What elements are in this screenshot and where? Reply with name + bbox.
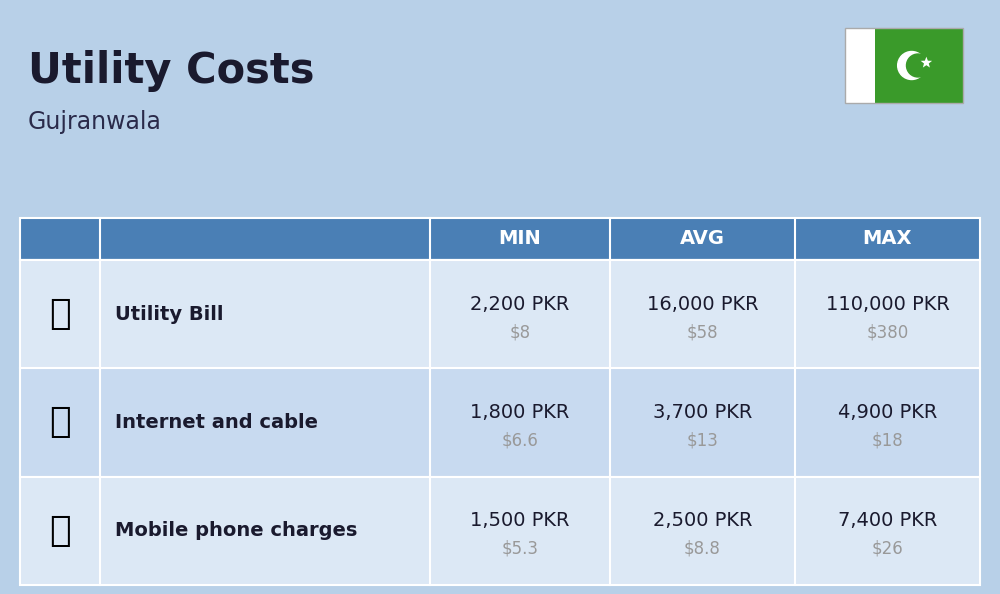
FancyBboxPatch shape — [20, 368, 980, 476]
Text: Mobile phone charges: Mobile phone charges — [115, 522, 357, 541]
Text: MIN: MIN — [499, 229, 541, 248]
Text: 📡: 📡 — [49, 406, 71, 440]
FancyBboxPatch shape — [20, 476, 980, 585]
Text: 3,700 PKR: 3,700 PKR — [653, 403, 752, 422]
FancyBboxPatch shape — [845, 28, 874, 103]
Text: 🔌: 🔌 — [49, 297, 71, 331]
Text: 7,400 PKR: 7,400 PKR — [838, 511, 937, 530]
Text: $8: $8 — [509, 323, 531, 341]
Text: 16,000 PKR: 16,000 PKR — [647, 295, 758, 314]
Text: $5.3: $5.3 — [502, 540, 538, 558]
FancyBboxPatch shape — [20, 218, 980, 260]
Text: Utility Bill: Utility Bill — [115, 305, 224, 324]
FancyBboxPatch shape — [20, 260, 980, 368]
Text: 110,000 PKR: 110,000 PKR — [826, 295, 949, 314]
Text: MAX: MAX — [863, 229, 912, 248]
Text: 2,500 PKR: 2,500 PKR — [653, 511, 752, 530]
Text: $380: $380 — [866, 323, 909, 341]
Text: 4,900 PKR: 4,900 PKR — [838, 403, 937, 422]
Text: Utility Costs: Utility Costs — [28, 50, 314, 92]
FancyBboxPatch shape — [874, 28, 963, 103]
Text: 2,200 PKR: 2,200 PKR — [470, 295, 570, 314]
Text: 1,500 PKR: 1,500 PKR — [470, 511, 570, 530]
Circle shape — [906, 54, 929, 77]
Text: Internet and cable: Internet and cable — [115, 413, 318, 432]
Polygon shape — [921, 56, 932, 68]
Text: $6.6: $6.6 — [502, 431, 538, 450]
Text: 1,800 PKR: 1,800 PKR — [470, 403, 570, 422]
Text: $13: $13 — [687, 431, 718, 450]
Text: $18: $18 — [872, 431, 903, 450]
Text: 📱: 📱 — [49, 514, 71, 548]
Text: $26: $26 — [872, 540, 903, 558]
Circle shape — [898, 52, 926, 80]
Text: AVG: AVG — [680, 229, 725, 248]
Text: Gujranwala: Gujranwala — [28, 110, 162, 134]
Text: $8.8: $8.8 — [684, 540, 721, 558]
Text: $58: $58 — [687, 323, 718, 341]
